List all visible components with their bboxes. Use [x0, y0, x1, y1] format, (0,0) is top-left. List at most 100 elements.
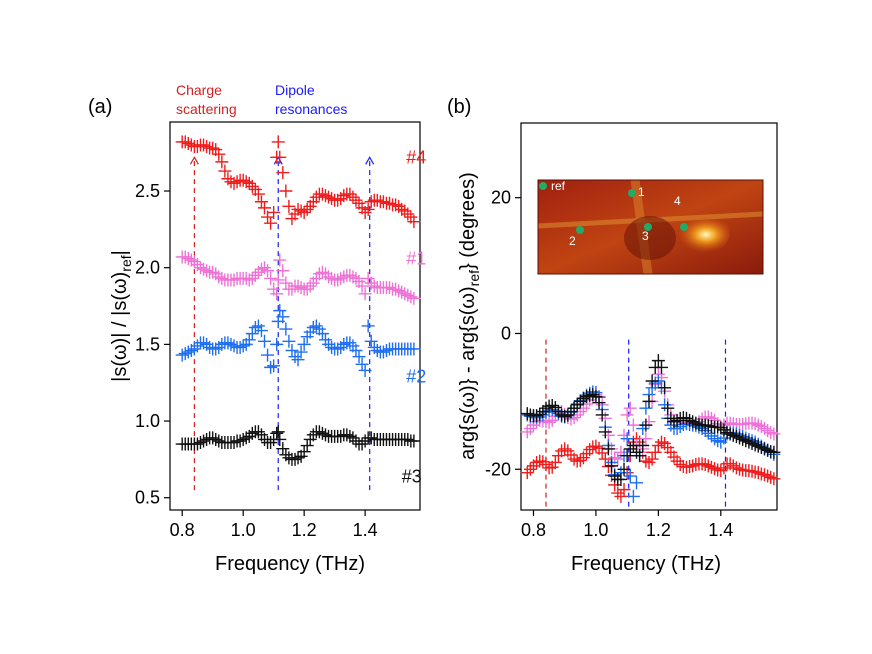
data-point	[761, 443, 775, 457]
data-point	[679, 411, 693, 425]
data-point	[261, 348, 275, 362]
plot-frame-b	[520, 122, 778, 511]
data-point	[617, 462, 631, 476]
data-point	[337, 337, 351, 351]
data-point	[248, 268, 262, 282]
data-point	[254, 195, 268, 209]
data-point	[639, 418, 653, 432]
annotation-charge-line2: scattering	[176, 101, 237, 117]
data-point	[398, 204, 412, 218]
y-tick-label-a-4: 2.5	[135, 181, 160, 201]
data-point	[523, 422, 537, 436]
y-axis-label-b: arg{s(ω)} - arg{s(ω)ref} (degrees)	[457, 172, 482, 460]
series-a-0: #4	[175, 135, 426, 230]
data-point	[294, 281, 308, 295]
data-point	[617, 428, 631, 442]
data-point	[343, 268, 357, 282]
data-point	[218, 164, 232, 178]
data-point	[245, 426, 259, 440]
data-point	[383, 281, 397, 295]
data-point	[212, 147, 226, 161]
data-point	[315, 426, 329, 440]
data-point	[227, 176, 241, 190]
data-point	[227, 436, 241, 450]
data-point	[242, 176, 256, 190]
data-point	[767, 445, 781, 459]
data-point	[178, 347, 192, 361]
data-point	[583, 443, 597, 457]
data-point	[633, 449, 647, 463]
data-point	[379, 344, 393, 358]
data-point	[608, 469, 622, 483]
data-point	[358, 363, 372, 377]
data-point	[197, 138, 211, 152]
data-point	[751, 439, 765, 453]
data-point	[751, 466, 765, 480]
data-point	[181, 136, 195, 150]
data-point	[334, 271, 348, 285]
data-point	[404, 290, 418, 304]
data-point	[767, 472, 781, 486]
data-point	[322, 270, 336, 284]
data-point	[407, 342, 421, 356]
data-point	[383, 196, 397, 210]
data-point	[636, 439, 650, 452]
data-point	[401, 432, 415, 446]
series-a-1: #1	[175, 249, 426, 305]
data-point	[242, 333, 256, 347]
data-point	[758, 468, 772, 482]
data-point	[630, 445, 644, 459]
data-point	[200, 264, 214, 278]
series-b-0	[520, 432, 781, 503]
panel-a: (a) Charge scattering Dipole resonances …	[88, 82, 426, 575]
data-point	[564, 405, 578, 419]
data-point	[611, 452, 625, 466]
data-point	[276, 166, 290, 180]
inset-marker-ref	[539, 182, 547, 190]
data-point	[306, 428, 320, 442]
data-point	[395, 285, 409, 299]
inset-marker-2	[576, 226, 584, 234]
data-point	[392, 284, 406, 298]
data-point	[748, 438, 762, 452]
data-point	[651, 354, 665, 368]
data-point	[642, 394, 656, 408]
data-point	[193, 261, 207, 275]
x-tick-label-b-0: 0.8	[521, 520, 546, 540]
data-point	[300, 439, 314, 453]
data-point	[739, 434, 753, 448]
data-point	[536, 405, 550, 419]
data-point	[258, 334, 272, 348]
series-label-a-0: #4	[406, 147, 426, 167]
data-point	[611, 486, 625, 500]
data-point	[258, 261, 272, 275]
annotation-dipole-line2: resonances	[275, 101, 347, 117]
data-point	[264, 360, 278, 374]
data-point	[364, 431, 378, 445]
data-point	[661, 401, 675, 415]
data-point	[297, 337, 311, 351]
data-point	[767, 427, 781, 441]
data-point	[598, 425, 612, 439]
data-point	[245, 327, 259, 341]
data-point	[614, 472, 628, 486]
x-tick-label-a-1: 1.0	[231, 520, 256, 540]
data-point	[315, 187, 329, 201]
data-point	[251, 425, 265, 439]
data-point	[318, 189, 332, 203]
data-point	[236, 432, 250, 446]
data-point	[376, 195, 390, 209]
data-point	[745, 436, 759, 450]
data-point	[206, 141, 220, 155]
x-axis-label-a: Frequency (THz)	[215, 553, 365, 575]
data-point	[294, 204, 308, 218]
data-point	[276, 310, 290, 324]
annotation-charge-line1: Charge	[176, 82, 222, 98]
inset-hotspot	[650, 206, 730, 258]
data-point	[723, 427, 737, 441]
series-group-a: #4 #1 #2 #3	[175, 135, 426, 486]
data-point	[401, 207, 415, 221]
data-point	[620, 408, 634, 422]
data-point	[570, 398, 584, 412]
data-point	[291, 353, 305, 367]
